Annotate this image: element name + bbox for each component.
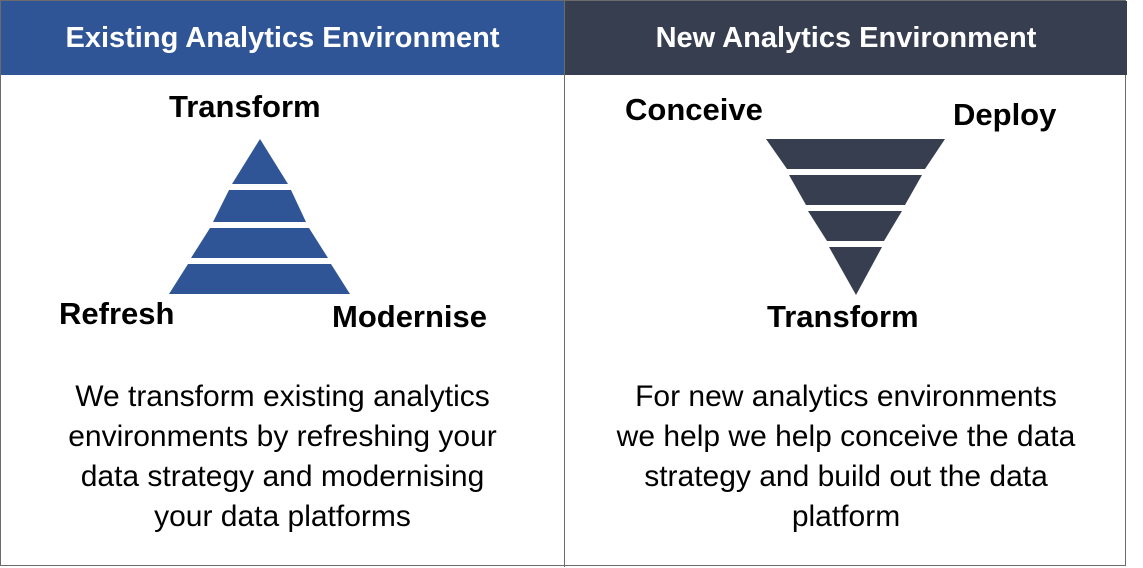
description-line: We transform existing analytics — [75, 380, 490, 413]
pyramid-tier-3 — [191, 228, 328, 258]
description-line: data strategy and modernising — [80, 460, 485, 493]
funnel-top-left-label: Conceive — [625, 92, 763, 127]
description-line: environments by refreshing your — [68, 420, 497, 453]
new-environment-panel: New Analytics Environment Conceive Deplo… — [565, 1, 1127, 567]
new-environment-header: New Analytics Environment — [565, 1, 1127, 75]
description-line: we help we help conceive the data — [616, 420, 1076, 453]
funnel-top-right-label: Deploy — [953, 97, 1057, 132]
pyramid-bottom-left-label: Refresh — [59, 296, 175, 331]
pyramid-tier-4 — [169, 264, 350, 294]
pyramid-top-label: Transform — [169, 89, 321, 124]
description-line: your data platforms — [154, 500, 411, 533]
inverted-pyramid-diagram — [766, 139, 945, 295]
pyramid-bottom-right-label: Modernise — [332, 299, 488, 334]
description-line: For new analytics environments — [635, 380, 1057, 413]
description-line: platform — [791, 500, 901, 533]
funnel-tier-3 — [808, 211, 902, 241]
pyramid-diagram — [169, 139, 350, 294]
funnel-bottom-label: Transform — [767, 299, 919, 334]
description-line: strategy and build out the data — [644, 460, 1048, 493]
funnel-tier-1 — [766, 139, 945, 169]
existing-environment-panel: Existing Analytics Environment Transform… — [1, 1, 565, 567]
existing-environment-description: We transform existing analytics environm… — [1, 377, 564, 537]
funnel-tier-4 — [829, 247, 882, 295]
funnel-tier-2 — [789, 175, 922, 205]
pyramid-tier-2 — [213, 190, 306, 222]
pyramid-tier-1 — [232, 139, 288, 184]
existing-environment-header: Existing Analytics Environment — [1, 1, 564, 75]
new-environment-description: For new analytics environments we help w… — [565, 377, 1127, 537]
